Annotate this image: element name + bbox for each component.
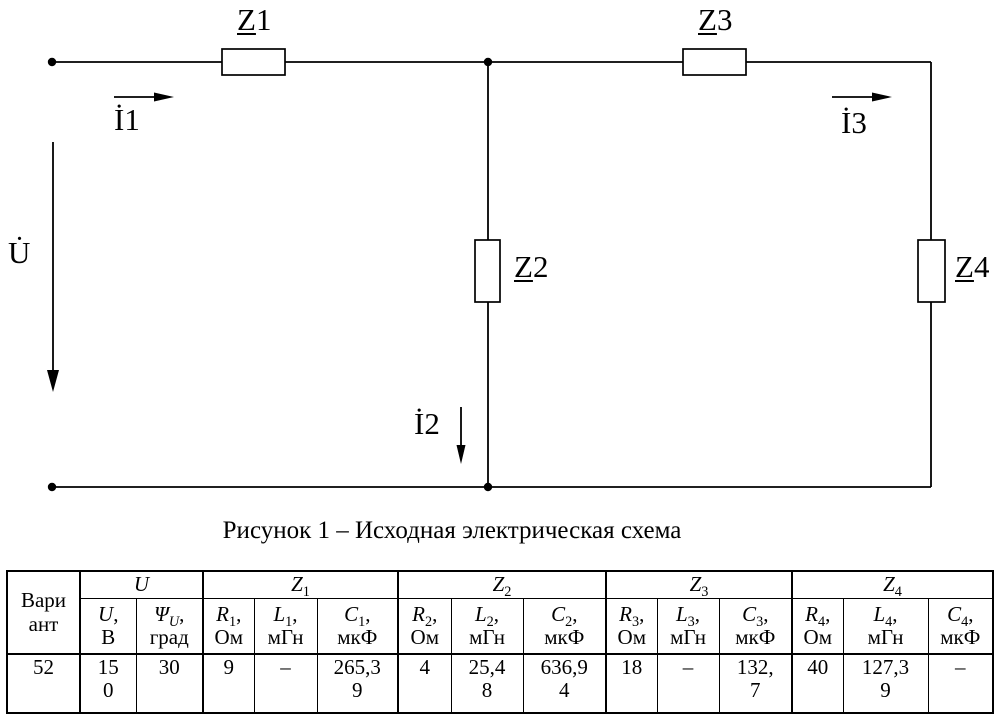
z1-number: 1 (255, 2, 272, 37)
col-header-c1: C1, мкФ (316, 598, 399, 655)
impedance-box-z3 (682, 48, 747, 76)
col-header-r3: R3, Ом (605, 598, 658, 655)
parameters-table: Вари ант U Z1 Z2 Z3 Z4 U, В ΨU, град R1, Ом… (6, 570, 995, 714)
col-header-psi: ΨU, град (135, 598, 204, 655)
node-dot-top-left (47, 57, 57, 67)
current-label-i1: İ1 (114, 102, 140, 137)
group-header-z2: Z2 (397, 570, 607, 600)
impedance-box-z4 (917, 239, 946, 303)
node-dot-bottom-middle (483, 482, 493, 492)
voltage-source-label: U̇ (8, 235, 31, 270)
current-label-i3: İ3 (841, 105, 867, 140)
circuit-diagram (47, 48, 946, 492)
cell-c4: – (927, 653, 994, 714)
z2-number: 2 (532, 249, 549, 284)
cell-l2: 25,4 8 (450, 653, 524, 714)
col-header-r2: R2, Ом (397, 598, 452, 655)
table-subheader-row: U, В ΨU, град R1, Ом L1, мГн C1, мкФ R2, Ом L2… (7, 598, 994, 655)
cell-c3: 132, 7 (718, 653, 793, 714)
z2-letter: Z (514, 249, 533, 284)
cell-psi: 30 (135, 653, 204, 714)
cell-variant: 52 (6, 653, 81, 714)
impedance-label-z2: Z2 (514, 251, 548, 282)
cell-l4: 127,3 9 (842, 653, 929, 714)
current-label-i2: İ2 (414, 406, 440, 441)
table-data-row: 52 15 0 30 9 – 265,3 9 4 25,4 8 636,9 4 … (6, 653, 994, 714)
cell-r2: 4 (397, 653, 452, 714)
cell-l3: – (656, 653, 720, 714)
current-i2-arrow-head (456, 445, 466, 464)
variant-header-cell: Вари ант (6, 570, 81, 655)
col-header-l3: L3, мГн (656, 598, 720, 655)
col-header-c3: C3, мкФ (718, 598, 793, 655)
col-header-r1: R1, Ом (202, 598, 255, 655)
cell-u: 15 0 (79, 653, 137, 714)
current-i3-arrow-head (872, 92, 892, 102)
col-header-l4: L4, мГн (842, 598, 929, 655)
col-header-r4: R4, Ом (791, 598, 844, 655)
group-header-z1: Z1 (202, 570, 399, 600)
cell-r1: 9 (202, 653, 255, 714)
z3-letter: Z (698, 2, 717, 37)
col-header-c2: C2, мкФ (522, 598, 607, 655)
cell-l1: – (253, 653, 318, 714)
group-header-z3: Z3 (605, 570, 793, 600)
z4-letter: Z (955, 249, 974, 284)
col-header-l1: L1, мГн (253, 598, 318, 655)
impedance-box-z2 (474, 239, 501, 303)
cell-c2: 636,9 4 (522, 653, 607, 714)
cell-c1: 265,3 9 (316, 653, 399, 714)
col-header-l2: L2, мГн (450, 598, 524, 655)
impedance-label-z3: Z3 (698, 4, 732, 35)
impedance-label-z1: Z1 (237, 4, 271, 35)
z1-letter: Z (237, 2, 256, 37)
node-dot-top-middle (483, 57, 493, 67)
node-dot-bottom-left (47, 482, 57, 492)
col-header-u: U, В (79, 598, 137, 655)
impedance-box-z1 (221, 48, 286, 76)
voltage-arrow-head (47, 370, 59, 392)
col-header-c4: C4, мкФ (927, 598, 994, 655)
current-i1-arrow-head (154, 92, 174, 102)
impedance-label-z4: Z4 (955, 251, 989, 282)
z3-number: 3 (716, 2, 733, 37)
table-group-header-row: Вари ант U Z1 Z2 Z3 Z4 (6, 570, 994, 655)
group-header-u: U (78, 570, 204, 599)
group-header-z4: Z4 (791, 570, 994, 600)
cell-r3: 18 (605, 653, 658, 714)
cell-r4: 40 (791, 653, 844, 714)
z4-number: 4 (973, 249, 990, 284)
figure-caption: Рисунок 1 – Исходная электрическая схема (222, 517, 682, 544)
